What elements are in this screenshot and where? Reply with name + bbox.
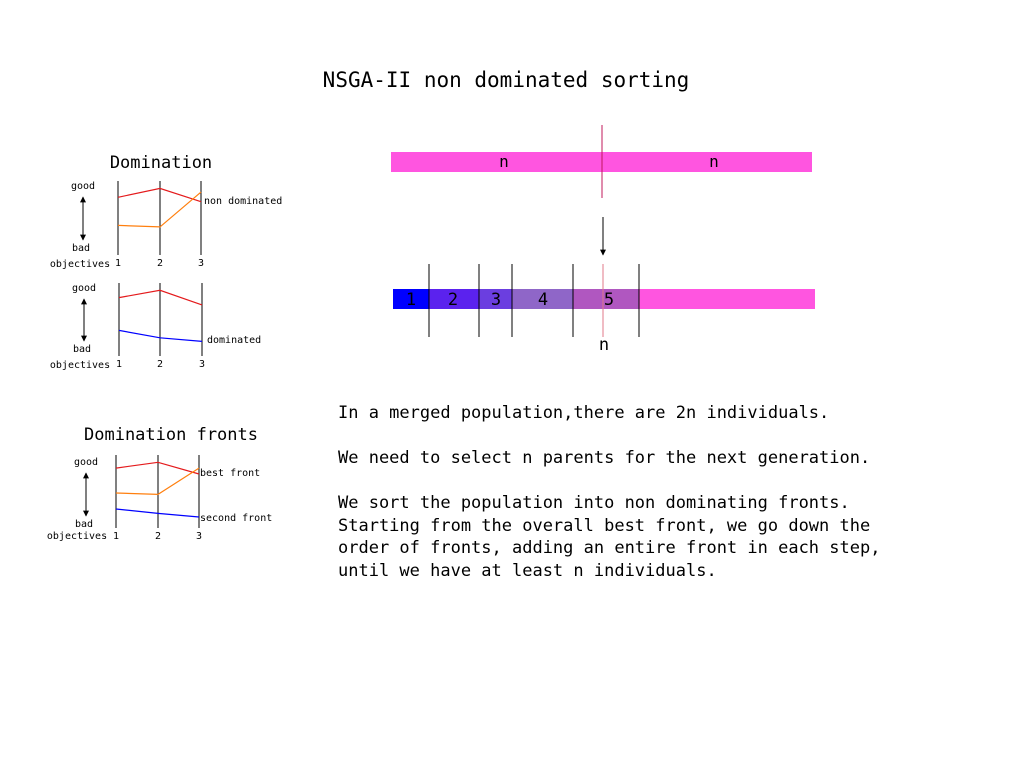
front-segment xyxy=(393,289,429,309)
axis-tick-label: 1 xyxy=(115,258,121,269)
nondominated-panel: 1 2 3 good bad objectives non dominated xyxy=(50,181,282,270)
front-number-label: 1 xyxy=(406,290,416,310)
description-line: order of fronts, adding an entire front … xyxy=(338,538,880,558)
good-label: good xyxy=(74,457,98,468)
fronts-heading: Domination fronts xyxy=(84,425,258,445)
dominated-label: dominated xyxy=(207,335,261,346)
description-line: We need to select n parents for the next… xyxy=(338,448,870,468)
front-number-label: 5 xyxy=(604,290,614,310)
bad-label: bad xyxy=(72,243,90,254)
dominated-panel: 1 2 3 good bad objectives dominated xyxy=(50,283,261,371)
objective-profile-line xyxy=(118,289,203,306)
axis-tick-label: 2 xyxy=(157,359,163,370)
front-segment xyxy=(512,289,573,309)
population-half-label-right: n xyxy=(709,152,719,171)
population-half-label-left: n xyxy=(499,152,509,171)
front-segment xyxy=(429,289,479,309)
front-number-label: 2 xyxy=(448,290,458,310)
bad-label: bad xyxy=(73,344,91,355)
nondominated-label: non dominated xyxy=(204,196,282,207)
unselected-fronts xyxy=(639,289,815,309)
page-title: NSGA-II non dominated sorting xyxy=(323,68,690,92)
description-line: In a merged population,there are 2n indi… xyxy=(338,403,829,423)
objectives-label: objectives xyxy=(50,360,110,371)
objective-profile-line xyxy=(117,187,202,203)
objective-profile-line xyxy=(115,461,200,475)
best-front-label: best front xyxy=(200,468,260,479)
second-front-label: second front xyxy=(200,513,272,524)
objective-profile-line xyxy=(115,467,200,496)
description-text: In a merged population,there are 2n indi… xyxy=(338,403,880,581)
front-number-label: 3 xyxy=(491,290,501,310)
good-label: good xyxy=(72,283,96,294)
description-line: until we have at least n individuals. xyxy=(338,561,717,581)
domination-heading: Domination xyxy=(110,153,212,173)
good-label: good xyxy=(71,181,95,192)
axis-tick-label: 1 xyxy=(116,359,122,370)
axis-tick-label: 3 xyxy=(199,359,205,370)
n-cutoff-label: n xyxy=(599,335,609,355)
objective-profile-line xyxy=(115,508,200,518)
front-number-label: 4 xyxy=(538,290,548,310)
description-line: We sort the population into non dominati… xyxy=(338,493,850,513)
fronts-bar: 1 2 3 4 5 n xyxy=(393,264,815,355)
front-segment xyxy=(573,289,639,309)
objectives-label: objectives xyxy=(50,259,110,270)
bad-label: bad xyxy=(75,519,93,530)
axis-tick-label: 3 xyxy=(196,531,202,542)
axis-tick-label: 1 xyxy=(113,531,119,542)
axis-tick-label: 2 xyxy=(157,258,163,269)
objectives-label: objectives xyxy=(47,531,107,542)
description-line: Starting from the overall best front, we… xyxy=(338,516,870,536)
objective-profile-line xyxy=(117,191,202,228)
axis-tick-label: 3 xyxy=(198,258,204,269)
objective-profile-line xyxy=(118,329,203,342)
population-bar: n n xyxy=(391,125,812,198)
axis-tick-label: 2 xyxy=(155,531,161,542)
front-segment xyxy=(479,289,512,309)
